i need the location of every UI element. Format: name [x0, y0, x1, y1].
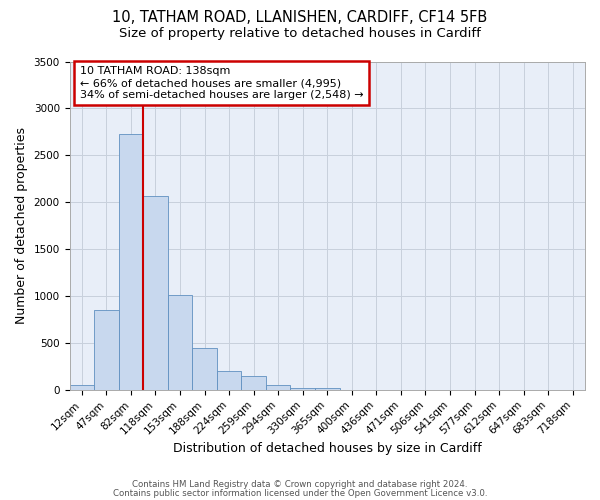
Bar	[266, 384, 290, 390]
Bar	[70, 384, 94, 390]
X-axis label: Distribution of detached houses by size in Cardiff: Distribution of detached houses by size …	[173, 442, 482, 455]
Y-axis label: Number of detached properties: Number of detached properties	[15, 127, 28, 324]
Bar	[143, 196, 168, 390]
Bar	[217, 371, 241, 390]
Bar	[119, 134, 143, 390]
Bar	[192, 348, 217, 390]
Text: 10, TATHAM ROAD, LLANISHEN, CARDIFF, CF14 5FB: 10, TATHAM ROAD, LLANISHEN, CARDIFF, CF1…	[112, 10, 488, 25]
Bar	[315, 388, 340, 390]
Text: 10 TATHAM ROAD: 138sqm
← 66% of detached houses are smaller (4,995)
34% of semi-: 10 TATHAM ROAD: 138sqm ← 66% of detached…	[80, 66, 364, 100]
Bar	[168, 295, 192, 390]
Bar	[241, 376, 266, 390]
Bar	[94, 310, 119, 390]
Text: Contains HM Land Registry data © Crown copyright and database right 2024.: Contains HM Land Registry data © Crown c…	[132, 480, 468, 489]
Bar	[290, 388, 315, 390]
Text: Contains public sector information licensed under the Open Government Licence v3: Contains public sector information licen…	[113, 489, 487, 498]
Text: Size of property relative to detached houses in Cardiff: Size of property relative to detached ho…	[119, 28, 481, 40]
